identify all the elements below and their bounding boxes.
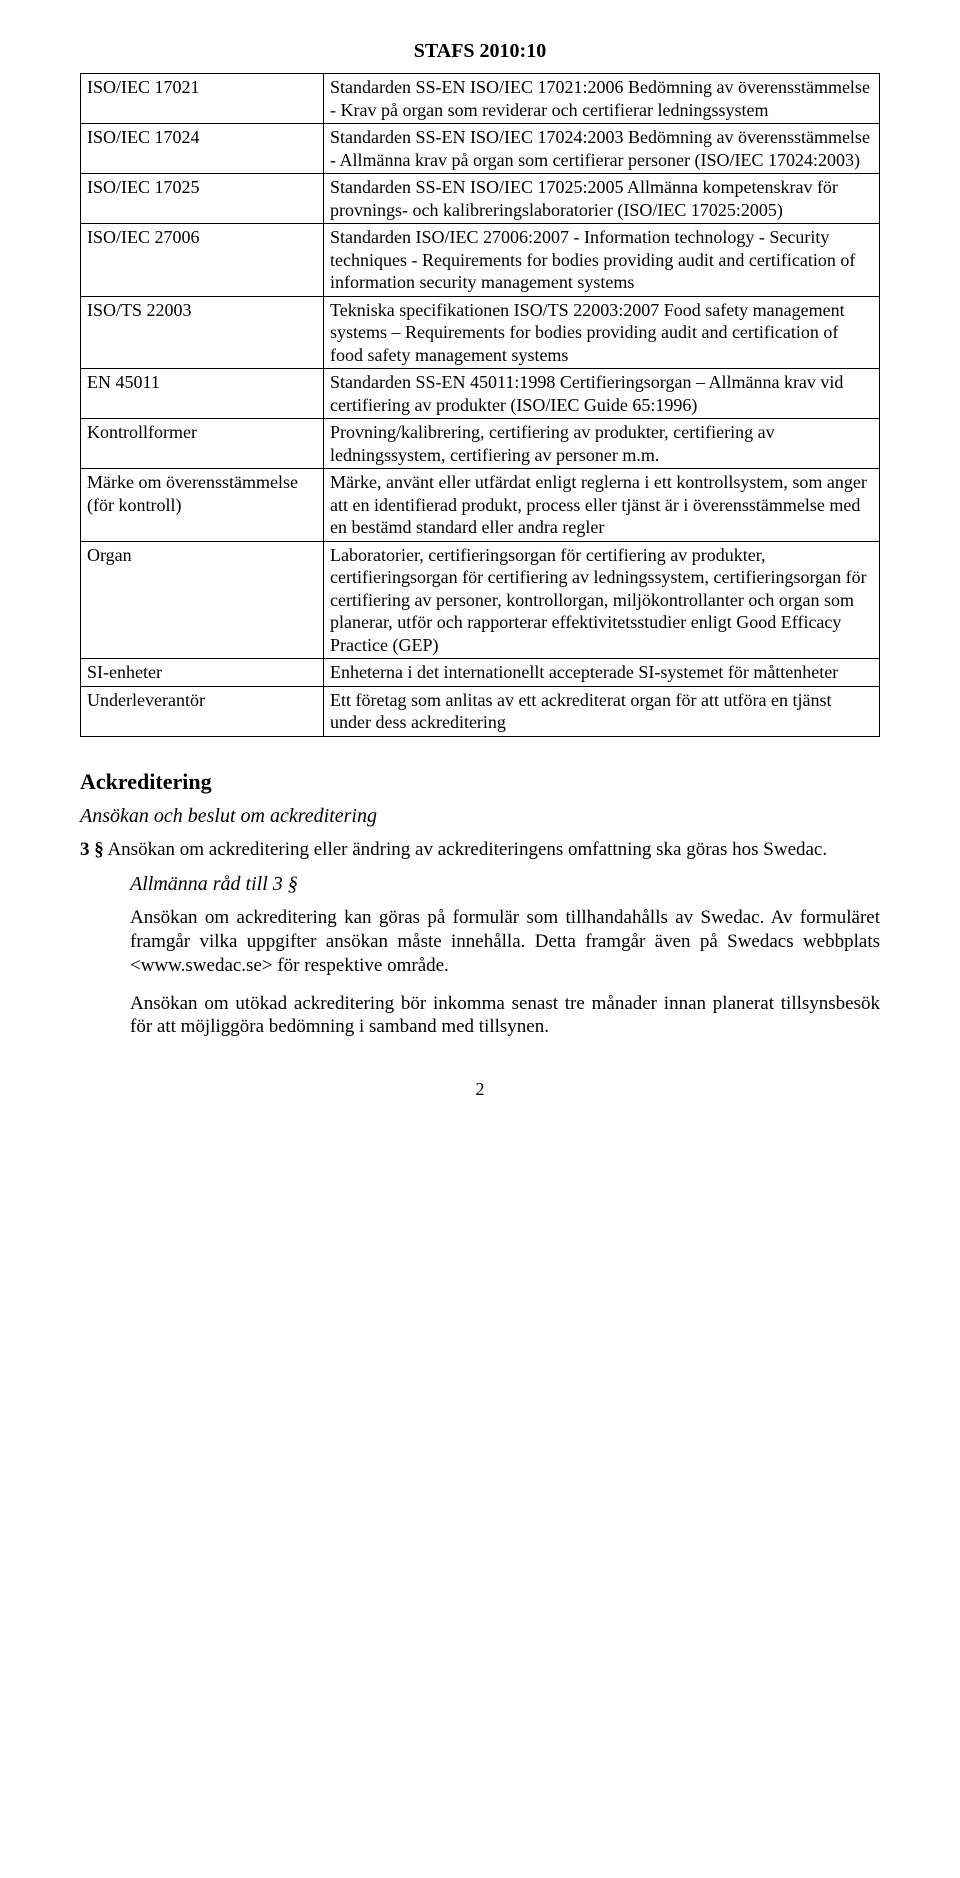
definition-cell: Märke, använt eller utfärdat enligt regl… [324,469,880,542]
term-cell: SI-enheter [81,659,324,687]
term-cell: ISO/IEC 17024 [81,124,324,174]
document-header: STAFS 2010:10 [80,40,880,63]
definition-cell: Enheterna i det internationellt accepter… [324,659,880,687]
table-row: Märke om överensstämmelse (för kontroll)… [81,469,880,542]
term-cell: EN 45011 [81,369,324,419]
definition-cell: Tekniska specifikationen ISO/TS 22003:20… [324,296,880,369]
advice-paragraph-1: Ansökan om ackreditering kan göras på fo… [130,906,880,977]
paragraph-3-label: 3 § [80,839,104,860]
term-cell: ISO/IEC 17025 [81,174,324,224]
table-row: ISO/IEC 17025 Standarden SS-EN ISO/IEC 1… [81,174,880,224]
page-number: 2 [80,1079,880,1100]
advice-paragraph-2: Ansökan om utökad ackreditering bör inko… [130,992,880,1040]
definition-cell: Ett företag som anlitas av ett ackredite… [324,686,880,736]
paragraph-3: 3 § Ansökan om ackreditering eller ändri… [80,838,880,862]
term-cell: ISO/IEC 27006 [81,224,324,297]
table-row: ISO/TS 22003 Tekniska specifikationen IS… [81,296,880,369]
definition-cell: Standarden SS-EN ISO/IEC 17024:2003 Bedö… [324,124,880,174]
table-row: Kontrollformer Provning/kalibrering, cer… [81,419,880,469]
definition-cell: Laboratorier, certifieringsorgan för cer… [324,541,880,659]
definition-cell: Standarden SS-EN 45011:1998 Certifiering… [324,369,880,419]
section-heading-ackreditering: Ackreditering [80,769,880,795]
term-cell: Organ [81,541,324,659]
definition-cell: Standarden ISO/IEC 27006:2007 - Informat… [324,224,880,297]
definition-cell: Standarden SS-EN ISO/IEC 17021:2006 Bedö… [324,74,880,124]
table-row: Underleverantör Ett företag som anlitas … [81,686,880,736]
table-row: EN 45011 Standarden SS-EN 45011:1998 Cer… [81,369,880,419]
term-cell: Märke om överensstämmelse (för kontroll) [81,469,324,542]
definition-cell: Provning/kalibrering, certifiering av pr… [324,419,880,469]
definitions-table: ISO/IEC 17021 Standarden SS-EN ISO/IEC 1… [80,73,880,737]
term-cell: Underleverantör [81,686,324,736]
term-cell: ISO/TS 22003 [81,296,324,369]
page-container: STAFS 2010:10 ISO/IEC 17021 Standarden S… [0,0,960,1160]
table-row: ISO/IEC 17024 Standarden SS-EN ISO/IEC 1… [81,124,880,174]
table-row: SI-enheter Enheterna i det internationel… [81,659,880,687]
definition-cell: Standarden SS-EN ISO/IEC 17025:2005 Allm… [324,174,880,224]
table-row: ISO/IEC 17021 Standarden SS-EN ISO/IEC 1… [81,74,880,124]
table-row: ISO/IEC 27006 Standarden ISO/IEC 27006:2… [81,224,880,297]
term-cell: Kontrollformer [81,419,324,469]
subheading-ansokan: Ansökan och beslut om ackreditering [80,805,880,828]
advice-block: Allmänna råd till 3 § Ansökan om ackredi… [130,873,880,1039]
paragraph-3-text: Ansökan om ackreditering eller ändring a… [104,839,827,860]
advice-heading: Allmänna råd till 3 § [130,873,880,896]
table-row: Organ Laboratorier, certifieringsorgan f… [81,541,880,659]
term-cell: ISO/IEC 17021 [81,74,324,124]
